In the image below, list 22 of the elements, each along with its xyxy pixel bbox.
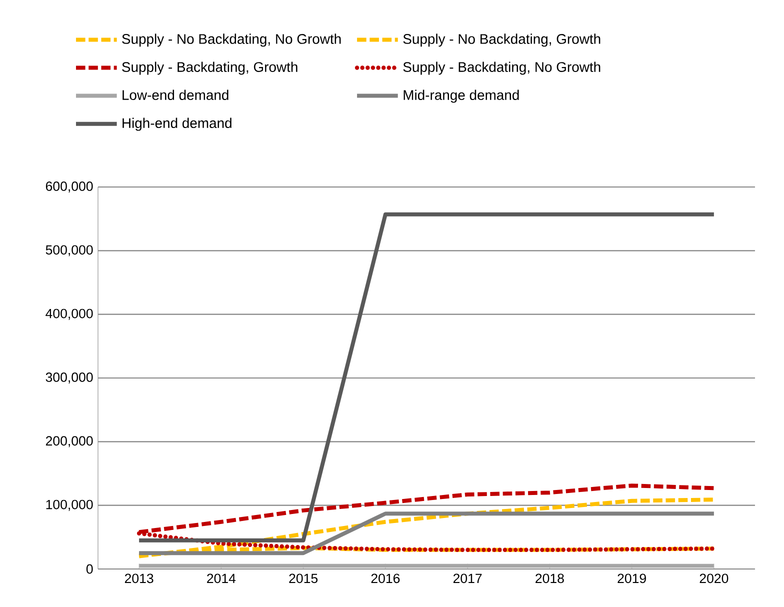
x-tick-label: 2015	[289, 574, 318, 584]
legend-label: Supply - Backdating, No Growth	[403, 62, 600, 75]
x-tick-label: 2018	[536, 574, 564, 584]
y-tick-label: 0	[86, 564, 93, 574]
y-tick-label: 400,000	[46, 308, 93, 320]
x-tick-label: 2017	[453, 574, 482, 584]
y-tick-label: 100,000	[46, 500, 93, 511]
y-tick-label: 600,000	[46, 182, 93, 192]
legend-label: Low-end demand	[122, 90, 228, 100]
y-tick-label: 300,000	[46, 372, 93, 384]
x-tick-label: 2016	[371, 574, 400, 584]
legend-label: Mid-range demand	[404, 90, 519, 103]
legend-label: Supply - Backdating, Growth	[122, 62, 298, 75]
legend-label: Supply - No Backdating, No Growth	[122, 34, 341, 47]
x-tick-label: 2014	[207, 574, 236, 584]
y-tick-label: 500,000	[46, 245, 93, 256]
x-tick-label: 2020	[700, 574, 728, 584]
y-tick-label: 200,000	[46, 436, 93, 448]
legend-label: Supply - No Backdating, Growth	[403, 34, 600, 47]
legend-label: High-end demand	[122, 118, 232, 131]
x-tick-label: 2019	[618, 574, 646, 584]
x-tick-label: 2013	[124, 574, 154, 584]
